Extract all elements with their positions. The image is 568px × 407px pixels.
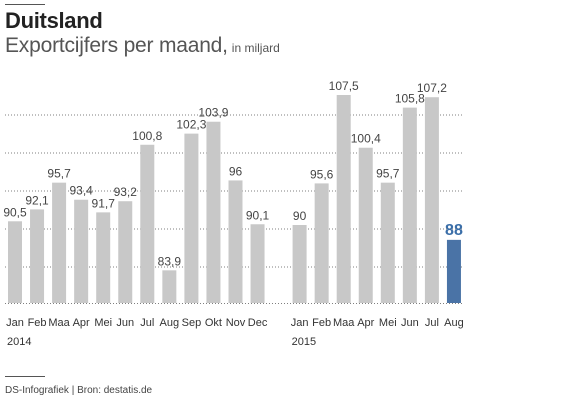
bars [8,95,461,303]
value-label: 83,9 [158,254,182,268]
bar [292,225,307,303]
top-rule [5,4,45,5]
subtitle-row: Exportcijfers per maand, in miljard [5,34,280,58]
value-label: 95,6 [310,167,334,181]
bar [52,182,67,303]
month-label: Aug [444,317,464,329]
value-label: 88 [445,222,463,239]
month-label: Jul [140,317,154,329]
month-label: Feb [28,317,47,329]
month-label: Maa [48,317,70,329]
value-label: 90,1 [246,208,270,222]
bar [336,95,351,303]
value-label: 103,9 [198,106,228,120]
bar [184,133,199,303]
value-label: 95,7 [376,167,400,181]
value-label: 93,2 [114,185,138,199]
value-label: 105,8 [395,92,425,106]
month-label: Dec [248,317,268,329]
value-labels: 90,592,195,793,491,793,2100,883,9102,310… [3,79,463,268]
month-label: Maa [333,317,355,329]
bar [8,221,22,303]
month-label: Apr [357,317,374,329]
value-label: 91,7 [92,196,116,210]
year-label-2014: 2014 [7,336,32,348]
value-label: 100,4 [351,132,381,146]
value-label: 107,5 [329,79,359,93]
year-label-2015: 2015 [291,336,317,348]
bar [358,147,373,303]
unit-label: in miljard [231,41,280,55]
bar [96,212,111,303]
value-label: 90,5 [3,205,27,219]
chart-subtitle: Exportcijfers per maand, [5,34,228,57]
bar [206,121,221,303]
month-label: Aug [160,317,180,329]
value-label: 95,7 [47,167,71,181]
chart-title: Duitsland [5,8,103,33]
bar [140,144,155,303]
bar [446,239,461,303]
bar [118,201,133,303]
month-label: Feb [312,317,331,329]
bar [74,199,89,303]
bar [162,270,177,303]
month-label: Mei [379,317,397,329]
month-label: Mei [94,317,112,329]
month-label: Jun [116,317,134,329]
month-labels: Jan Feb Maa Apr Mei Jun Jul Aug Sep Okt Nov Dec Jan F… [6,317,464,329]
bar [250,224,265,303]
value-label: 102,3 [176,118,206,132]
month-label: Okt [205,317,222,329]
bar [380,182,395,303]
month-label: Sep [182,317,202,329]
value-label: 92,1 [25,193,49,207]
month-label: Jun [401,317,419,329]
month-label: Apr [73,317,90,329]
month-label: Nov [226,317,246,329]
bar [30,209,45,303]
source-note: DS-Infografiek | Bron: destatis.de [5,385,153,396]
value-label: 100,8 [132,129,162,143]
month-label: Jan [291,317,309,329]
value-label: 96 [229,164,243,178]
bar [228,180,243,303]
footer-rule [5,376,45,377]
bar [424,97,439,303]
month-label: Jul [425,317,439,329]
bar [314,183,329,303]
value-label: 90 [293,209,307,223]
value-label: 107,2 [417,81,447,95]
value-label: 93,4 [69,184,93,198]
bar [402,107,417,303]
month-label: Jan [6,317,24,329]
